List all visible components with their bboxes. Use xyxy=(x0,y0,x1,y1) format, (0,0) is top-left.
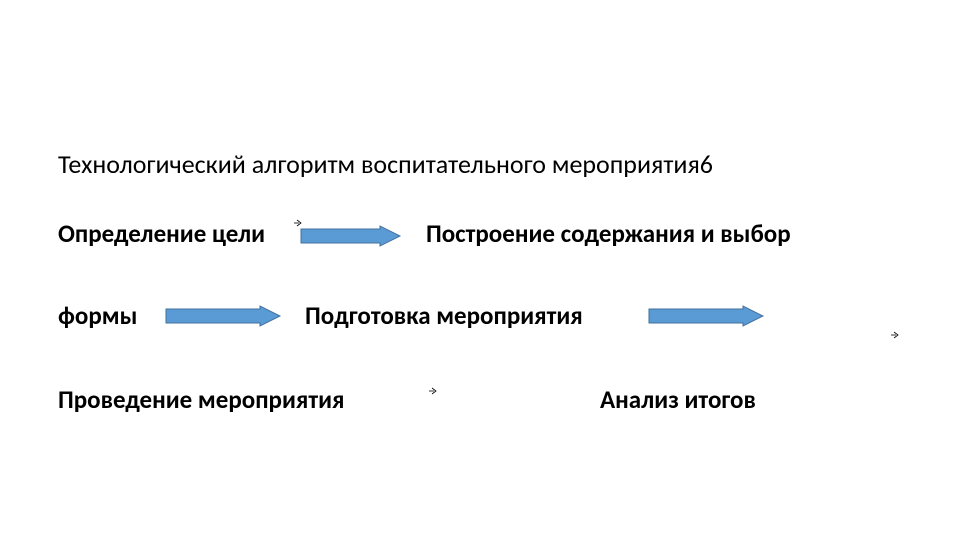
step-6-label: Анализ итогов xyxy=(600,384,756,415)
tiny-arrow-1 xyxy=(293,218,303,228)
arrow-1 xyxy=(300,224,402,248)
step-2-label: Построение содержания и выбор xyxy=(426,218,791,249)
step-5-label: Проведение мероприятия xyxy=(58,384,344,415)
tiny-arrow-3 xyxy=(428,386,438,396)
step-3-label: формы xyxy=(58,300,137,331)
step-1-label: Определение цели xyxy=(58,218,265,249)
slide: Технологический алгоритм воспитательного… xyxy=(0,0,960,540)
tiny-arrow-2 xyxy=(890,330,900,340)
step-4-label: Подготовка мероприятия xyxy=(305,300,583,331)
slide-title: Технологический алгоритм воспитательного… xyxy=(58,148,713,180)
arrow-2 xyxy=(165,304,282,328)
arrow-3 xyxy=(648,304,765,328)
